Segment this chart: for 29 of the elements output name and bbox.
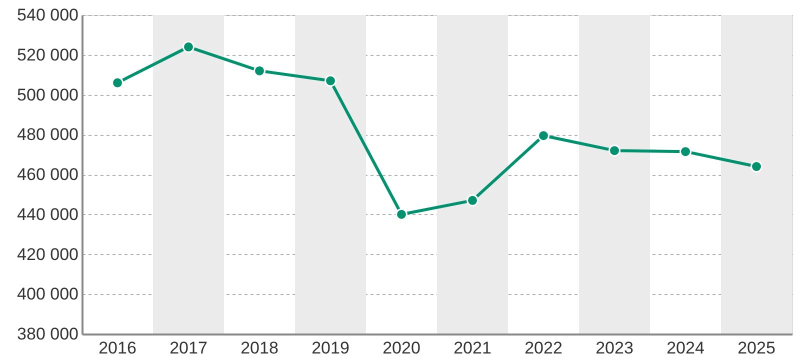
point	[182, 40, 194, 53]
x-tick-label: 2022	[524, 338, 562, 358]
point	[396, 208, 408, 220]
y-tick-label: 440 000	[17, 204, 78, 224]
point	[538, 130, 550, 142]
y-tick-label: 420 000	[17, 244, 78, 264]
y-tick-label: 500 000	[17, 85, 78, 104]
x-tick-label: 2025	[738, 338, 776, 358]
x-tick-label: 2019	[312, 338, 350, 358]
point	[112, 76, 124, 89]
y-tick-label: 480 000	[17, 125, 78, 144]
y-tick-label: 520 000	[17, 45, 78, 64]
y-tick-label: 460 000	[17, 165, 78, 184]
x-tick-label: 2021	[454, 338, 492, 358]
x-tick-label: 2017	[170, 338, 208, 358]
x-tick-label: 2024	[666, 338, 704, 358]
y-tick-label: 540 000	[17, 6, 78, 24]
point	[608, 144, 620, 157]
point	[750, 160, 762, 173]
point	[466, 194, 478, 206]
point	[324, 74, 336, 87]
x-tick-label: 2020	[382, 338, 420, 358]
x-tick-label: 2018	[240, 338, 278, 358]
point	[254, 64, 266, 77]
x-tick-label: 2016	[98, 338, 136, 358]
x-tick-label: 2023	[596, 338, 634, 358]
y-tick-label: 380 000	[17, 324, 78, 344]
point	[680, 146, 692, 158]
y-tick-label: 400 000	[17, 284, 78, 304]
